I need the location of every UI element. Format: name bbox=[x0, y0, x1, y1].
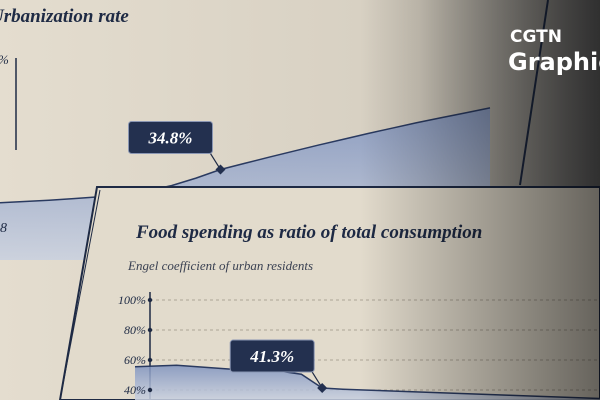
tick-mark bbox=[147, 297, 153, 303]
chart-subtitle: Engel coefficient of urban residents bbox=[127, 258, 313, 273]
y-tick-label: 40% bbox=[124, 383, 146, 397]
y-tick-label: 60% bbox=[124, 353, 146, 367]
logo: CGTN Graphic bbox=[508, 27, 600, 76]
y-tick-label: 100% bbox=[118, 293, 146, 307]
logo-text: CGTN bbox=[510, 27, 562, 47]
tick-mark bbox=[147, 387, 153, 393]
chart-title: Food spending as ratio of total consumpt… bbox=[135, 222, 482, 243]
y-tick-label: 80% bbox=[124, 323, 146, 337]
bottom-panel: Food spending as ratio of total consumpt… bbox=[58, 186, 600, 400]
x-tick-label: 8 bbox=[0, 221, 7, 236]
value-label: 34.8% bbox=[148, 129, 193, 148]
value-label: 41.3% bbox=[249, 347, 294, 366]
tick-mark bbox=[147, 327, 153, 333]
logo-text: Graphic bbox=[508, 48, 600, 76]
chart-title: Urbanization rate bbox=[0, 6, 129, 27]
tick-mark bbox=[147, 357, 153, 363]
y-unit: % bbox=[0, 52, 9, 67]
